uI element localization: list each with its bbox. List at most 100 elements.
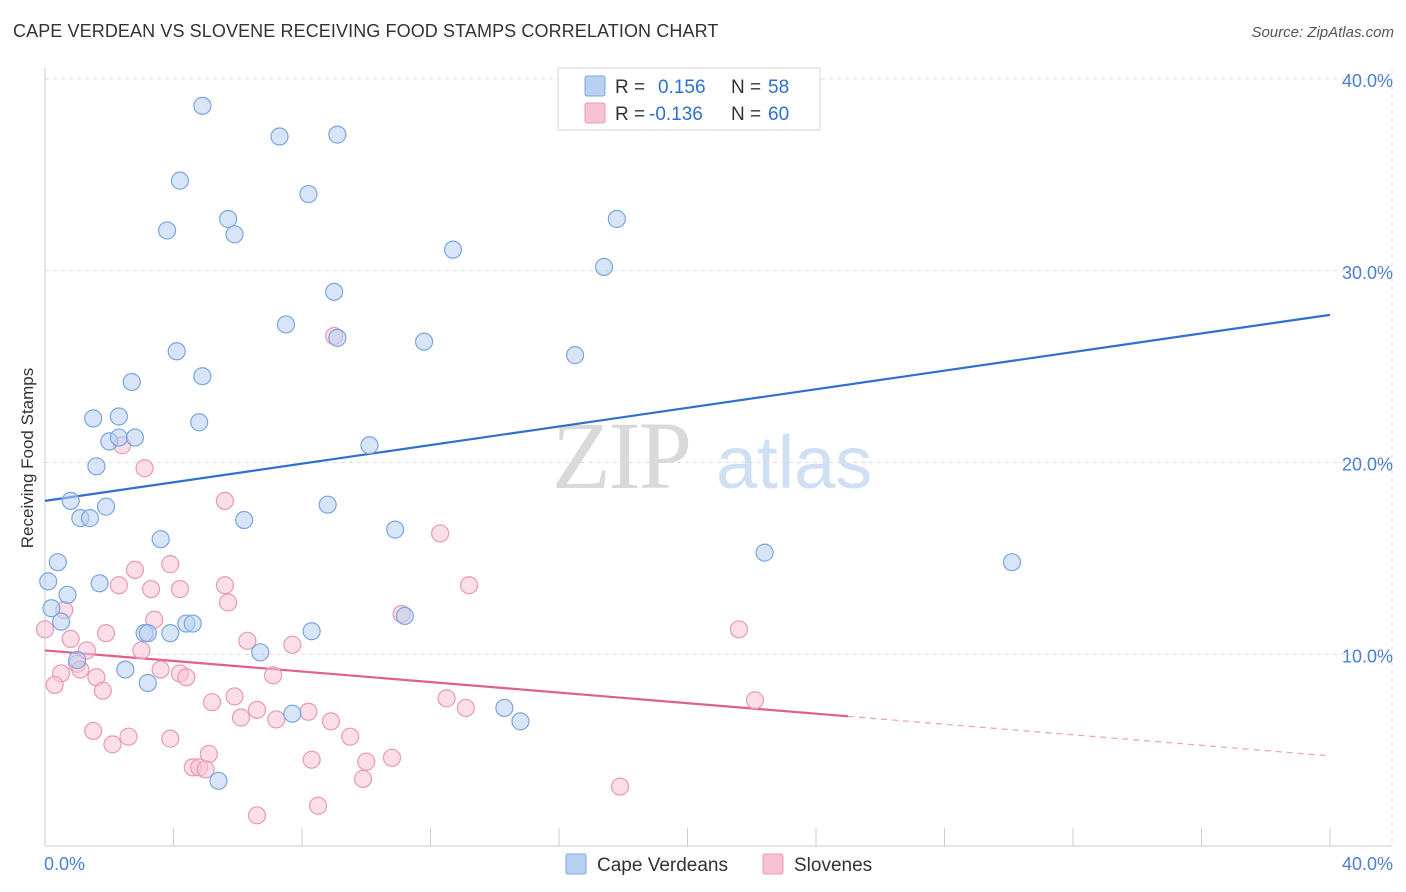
point-slovene-29: [177, 668, 196, 687]
point-cape-verdean-21: [190, 413, 209, 432]
tick-labels: 10.0% 20.0% 30.0% 40.0% 0.0% 40.0%: [44, 71, 1393, 874]
point-slovene-41: [231, 708, 251, 727]
point-cape-verdean-42: [51, 612, 71, 631]
point-cape-verdean-47: [138, 624, 157, 643]
point-cape-verdean-57: [209, 771, 228, 790]
legend-r-value-blue: 0.156: [658, 77, 706, 98]
legend-r-label-blue: R =: [615, 77, 645, 98]
point-slovene-33: [93, 681, 112, 700]
point-cape-verdean-45: [183, 614, 202, 633]
point-cape-verdean-12: [276, 315, 296, 334]
point-slovene-20: [238, 631, 257, 650]
point-cape-verdean-18: [122, 372, 141, 392]
point-cape-verdean-28: [96, 497, 116, 516]
point-cape-verdean-49: [302, 622, 321, 641]
point-cape-verdean-54: [283, 704, 302, 723]
data-points: [35, 96, 1022, 825]
point-cape-verdean-27: [61, 491, 80, 510]
point-cape-verdean-0: [193, 96, 212, 115]
point-cape-verdean-24: [125, 428, 145, 447]
point-slovene-15: [35, 620, 55, 639]
point-slovene-52: [382, 748, 402, 767]
point-cape-verdean-29: [318, 495, 337, 514]
point-slovene-7: [125, 560, 145, 579]
point-cape-verdean-34: [151, 530, 170, 549]
y-axis-label: Receiving Food Stamps: [18, 368, 37, 548]
watermark-zip-text: ZIP: [552, 402, 690, 509]
point-cape-verdean-32: [235, 510, 254, 530]
point-cape-verdean-5: [157, 221, 177, 240]
point-slovene-21: [283, 635, 302, 654]
point-cape-verdean-17: [193, 367, 212, 386]
point-slovene-43: [321, 712, 341, 731]
point-slovene-46: [161, 729, 180, 748]
point-slovene-18: [729, 620, 749, 639]
watermark: ZIP atlas: [552, 402, 872, 509]
point-cape-verdean-3: [170, 171, 190, 190]
point-cape-verdean-37: [1002, 553, 1022, 572]
point-cape-verdean-9: [607, 209, 626, 229]
x-tick-label-min: 0.0%: [44, 854, 85, 874]
point-slovene-45: [119, 727, 138, 746]
source-label: Source: ZipAtlas.com: [1251, 24, 1394, 41]
point-cape-verdean-43: [395, 606, 414, 626]
point-cape-verdean-52: [116, 660, 135, 679]
axes: [44, 68, 1392, 847]
y-tick-label-1: 20.0%: [1342, 455, 1393, 475]
point-cape-verdean-23: [109, 428, 128, 447]
point-cape-verdean-25: [360, 436, 379, 455]
point-cape-verdean-16: [565, 346, 585, 365]
x-tick-label-max: 40.0%: [1342, 854, 1393, 874]
point-cape-verdean-2: [328, 125, 347, 144]
trend-line-slovene: [44, 649, 849, 718]
point-slovene-9: [141, 579, 161, 599]
point-slovene-31: [263, 666, 283, 685]
y-tick-label-3: 40.0%: [1342, 71, 1393, 91]
y-tick-label-2: 30.0%: [1342, 263, 1393, 283]
point-slovene-4: [215, 491, 234, 510]
point-cape-verdean-33: [386, 520, 405, 539]
point-slovene-58: [308, 796, 328, 815]
legend-swatch-blue: [584, 75, 606, 97]
point-slovene-35: [437, 689, 456, 708]
trend-line-slovene-extension: [848, 715, 1331, 757]
point-cape-verdean-7: [225, 225, 244, 244]
point-slovene-23: [132, 641, 151, 660]
legend-n-label-blue: N =: [731, 77, 761, 98]
point-cape-verdean-4: [299, 184, 318, 204]
point-slovene-8: [109, 576, 128, 595]
series-legend-label-cape-verdeans: Cape Verdeans: [597, 855, 728, 876]
point-cape-verdean-8: [443, 240, 463, 259]
point-cape-verdean-31: [80, 509, 100, 528]
point-cape-verdean-36: [755, 543, 774, 562]
point-slovene-5: [431, 524, 450, 543]
point-slovene-40: [299, 702, 318, 721]
point-slovene-44: [84, 721, 103, 741]
point-cape-verdean-38: [39, 572, 58, 591]
point-slovene-17: [96, 624, 116, 643]
point-slovene-55: [196, 760, 215, 779]
point-slovene-37: [202, 693, 222, 712]
legend-r-value-pink: -0.136: [649, 104, 703, 125]
point-cape-verdean-19: [84, 409, 103, 428]
point-cape-verdean-13: [328, 328, 347, 347]
point-cape-verdean-6: [219, 209, 238, 229]
trend-line-cape-verdean: [44, 313, 1331, 502]
point-slovene-26: [151, 660, 170, 679]
point-slovene-13: [219, 593, 238, 612]
point-cape-verdean-55: [495, 698, 514, 718]
point-slovene-56: [353, 769, 373, 788]
point-slovene-34: [225, 687, 244, 706]
point-slovene-38: [456, 698, 475, 718]
series-legend-swatch-pink: [762, 853, 784, 875]
point-cape-verdean-51: [68, 650, 87, 670]
point-slovene-11: [215, 576, 234, 595]
point-slovene-51: [357, 752, 376, 771]
point-cape-verdean-53: [138, 673, 157, 693]
point-cape-verdean-1: [270, 127, 289, 146]
point-cape-verdean-40: [58, 585, 77, 604]
point-slovene-32: [45, 675, 64, 695]
point-slovene-36: [745, 691, 765, 710]
point-slovene-57: [610, 777, 630, 796]
